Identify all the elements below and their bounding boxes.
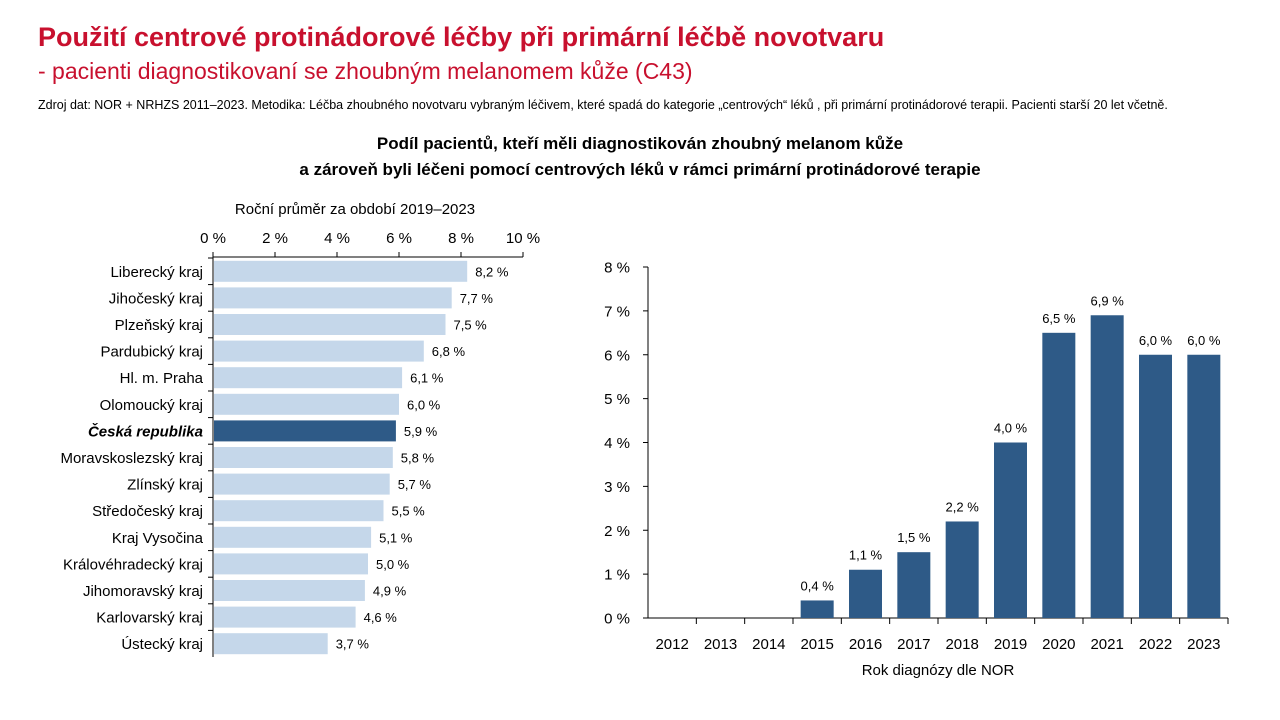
bar <box>1042 332 1076 618</box>
x-tick-label: 2019 <box>994 636 1027 653</box>
bar <box>214 606 356 628</box>
bar <box>994 442 1027 618</box>
data-label: 6,5 % <box>1042 311 1076 326</box>
data-label: 2,2 % <box>946 499 980 514</box>
category-label: Olomoucký kraj <box>100 397 203 414</box>
source-note: Zdroj dat: NOR + NRHZS 2011–2023. Metodi… <box>38 98 1168 112</box>
data-label: 3,7 % <box>336 637 370 652</box>
data-label: 1,1 % <box>849 548 883 563</box>
bar <box>214 633 328 655</box>
page-subtitle: - pacienti diagnostikovaní se zhoubným m… <box>38 58 693 84</box>
category-label: Moravskoslezský kraj <box>60 450 203 467</box>
bar <box>214 260 468 282</box>
x-tick-label: 2016 <box>849 636 882 653</box>
x-tick-label: 2013 <box>704 636 737 653</box>
chart-title-line2: a zároveň byli léčeni pomocí centrových … <box>299 160 981 179</box>
y-tick-label: 6 % <box>604 347 630 364</box>
x-tick-label: 2 % <box>262 230 288 247</box>
category-label: Ústecký kraj <box>121 636 203 653</box>
data-label: 5,7 % <box>398 477 432 492</box>
y-tick-label: 0 % <box>604 611 630 628</box>
y-tick-label: 1 % <box>604 567 630 584</box>
data-label: 5,1 % <box>379 530 413 545</box>
category-label: Královéhradecký kraj <box>63 556 203 573</box>
x-axis-title: Rok diagnózy dle NOR <box>862 662 1015 679</box>
left-chart-title: Roční průměr za období 2019–2023 <box>235 201 475 218</box>
bar <box>214 553 368 575</box>
bar <box>214 473 390 495</box>
x-tick-label: 2018 <box>945 636 978 653</box>
category-label: Jihočeský kraj <box>109 290 203 307</box>
bar <box>214 340 424 362</box>
data-label: 4,0 % <box>994 421 1028 436</box>
bar <box>214 500 384 522</box>
bar <box>945 521 979 618</box>
yearly-bar-chart: 0 % 1 % 2 % 3 % 4 % 5 % 6 % 7 % 8 % 2012 2013 2014 0… <box>604 260 1229 679</box>
x-tick-label: 0 % <box>200 230 226 247</box>
category-label: Pardubický kraj <box>100 344 203 361</box>
data-label: 6,0 % <box>407 397 441 412</box>
bar <box>214 447 393 468</box>
category-label: Kraj Vysočina <box>112 530 204 547</box>
bar <box>1139 354 1172 618</box>
data-label: 6,1 % <box>410 371 444 386</box>
data-label: 0,4 % <box>801 578 835 593</box>
bar <box>214 526 372 548</box>
bar <box>1187 354 1221 618</box>
data-label: 1,5 % <box>897 530 931 545</box>
data-label: 6,0 % <box>1187 333 1221 348</box>
category-label: Karlovarský kraj <box>96 610 203 627</box>
x-tick-label: 2020 <box>1042 636 1075 653</box>
x-tick-label: 2023 <box>1187 636 1220 653</box>
y-tick-label: 7 % <box>604 303 630 320</box>
bar <box>849 569 882 618</box>
data-label: 5,8 % <box>401 451 435 466</box>
bar <box>800 600 834 618</box>
x-tick-label: 2012 <box>655 636 688 653</box>
bar <box>214 367 403 389</box>
x-tick-label: 6 % <box>386 230 412 247</box>
data-label: 8,2 % <box>475 264 509 279</box>
bar <box>1090 315 1124 618</box>
bar <box>214 314 446 335</box>
data-label: 5,5 % <box>392 504 426 519</box>
category-label: Hl. m. Praha <box>120 370 204 387</box>
category-label: Jihomoravský kraj <box>83 583 203 600</box>
x-tick-label: 2017 <box>897 636 930 653</box>
data-label: 5,9 % <box>404 424 438 439</box>
bar <box>214 393 399 415</box>
data-label: 6,9 % <box>1091 293 1125 308</box>
data-label: 7,5 % <box>454 318 488 333</box>
x-tick-label: 2014 <box>752 636 785 653</box>
y-tick-label: 5 % <box>604 391 630 408</box>
y-tick-label: 3 % <box>604 479 630 496</box>
bar <box>897 552 931 618</box>
chart-title-line1: Podíl pacientů, kteří měli diagnostiková… <box>376 134 904 153</box>
category-label: Středočeský kraj <box>92 503 203 520</box>
bar <box>214 287 452 309</box>
regional-bar-chart: Roční průměr za období 2019–2023 0 % 2 % 4 … <box>60 201 540 657</box>
bar <box>214 580 365 601</box>
data-label: 4,6 % <box>364 610 398 625</box>
category-label: Zlínský kraj <box>127 477 203 494</box>
y-tick-label: 2 % <box>604 523 630 540</box>
bar <box>214 420 396 442</box>
page-title: Použití centrové protinádorové léčby při… <box>38 22 885 52</box>
y-tick-label: 8 % <box>604 260 630 277</box>
data-label: 7,7 % <box>460 291 494 306</box>
data-label: 5,0 % <box>376 557 410 572</box>
x-tick-label: 4 % <box>324 230 350 247</box>
x-tick-label: 2021 <box>1090 636 1123 653</box>
category-label: Česká republika <box>88 422 203 440</box>
y-tick-label: 4 % <box>604 435 630 452</box>
x-tick-label: 8 % <box>448 230 474 247</box>
x-tick-label: 2015 <box>800 636 833 653</box>
category-label: Liberecký kraj <box>110 264 203 281</box>
category-label: Plzeňský kraj <box>115 317 203 334</box>
x-tick-label: 2022 <box>1139 636 1172 653</box>
data-label: 4,9 % <box>373 584 407 599</box>
x-tick-label: 10 % <box>506 230 540 247</box>
data-label: 6,0 % <box>1139 333 1173 348</box>
data-label: 6,8 % <box>432 344 466 359</box>
